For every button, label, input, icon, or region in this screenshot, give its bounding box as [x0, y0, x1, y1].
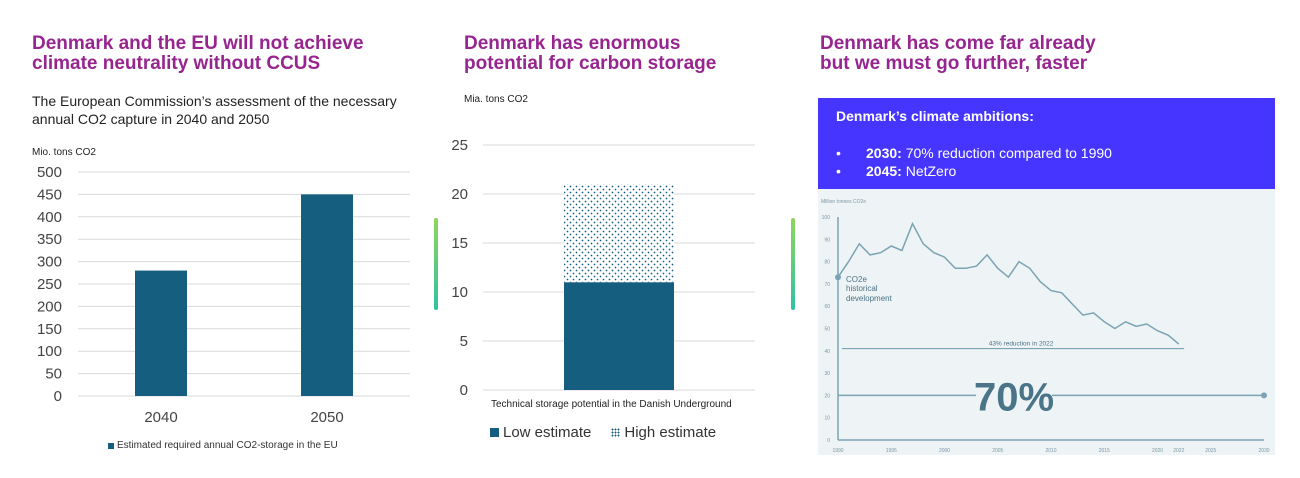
- reduction-2022-label: 43% reduction in 2022: [989, 341, 1054, 348]
- y-tick-label: 70: [824, 282, 830, 288]
- bar-2050: [301, 194, 353, 396]
- ambition-2045: 2045: NetZero: [836, 162, 1112, 180]
- y-tick-label: 15: [451, 235, 468, 252]
- y-tick-label: 100: [37, 343, 62, 360]
- y-tick-label: 0: [460, 382, 468, 399]
- emissions-line: [837, 221, 1180, 345]
- y-tick-label: 20: [824, 393, 830, 399]
- divider-1: [434, 218, 438, 310]
- left-title-line1: Denmark and the EU will not achieve: [32, 33, 364, 54]
- x-tick-label: 2025: [1205, 448, 1216, 454]
- y-tick-label: 10: [451, 284, 468, 301]
- emissions-line-chart: Million tonnes CO2e010203040506070809010…: [818, 189, 1275, 455]
- bar-low-estimate: [564, 282, 674, 390]
- left-legend: Estimated required annual CO2-storage in…: [108, 440, 338, 451]
- legend-low-swatch: [490, 428, 499, 437]
- left-subtitle: The European Commission’s assessment of …: [32, 92, 397, 128]
- left-unit-label: Mio. tons CO2: [32, 147, 96, 158]
- x-tick-label: 2000: [939, 448, 950, 454]
- middle-x-label: Technical storage potential in the Danis…: [491, 399, 732, 410]
- middle-legend: Low estimate High estimate: [490, 424, 716, 441]
- bar-2040: [135, 270, 187, 396]
- y-tick-label: 60: [824, 304, 830, 310]
- ambition-2045-year: 2045:: [866, 163, 902, 179]
- y-tick-label: 25: [451, 137, 468, 154]
- y-tick-label: 5: [460, 333, 468, 350]
- y-tick-label: 300: [37, 254, 62, 271]
- ambition-2030: 2030: 70% reduction compared to 1990: [836, 144, 1112, 162]
- ambition-2030-year: 2030:: [866, 145, 902, 161]
- left-title: Denmark and the EU will not achieve clim…: [32, 34, 364, 74]
- left-legend-swatch: [108, 442, 114, 449]
- x-tick-label: 2005: [992, 448, 1003, 454]
- y-tick-label: 350: [37, 231, 62, 248]
- line-chart-unit: Million tonnes CO2e: [821, 199, 866, 205]
- ambitions-banner: Denmark’s climate ambitions: 2030: 70% r…: [818, 98, 1275, 189]
- target-70-endpoint: [1261, 392, 1267, 399]
- ambitions-list: 2030: 70% reduction compared to 1990 204…: [836, 144, 1112, 180]
- banner-title: Denmark’s climate ambitions:: [836, 108, 1034, 124]
- y-tick-label: 400: [37, 209, 62, 226]
- x-tick-label: 2015: [1099, 448, 1110, 454]
- y-tick-label: 90: [824, 237, 830, 243]
- y-tick-label: 200: [37, 298, 62, 315]
- x-tick-label: 1995: [886, 448, 897, 454]
- y-tick-label: 20: [451, 186, 468, 203]
- y-tick-label: 50: [824, 327, 830, 333]
- right-title-line1: Denmark has come far already: [820, 33, 1096, 54]
- left-subtitle-line1: The European Commission’s assessment of …: [32, 93, 397, 109]
- left-title-line2: climate neutrality without CCUS: [32, 53, 321, 74]
- y-tick-label: 10: [824, 416, 830, 422]
- left-subtitle-line2: annual CO2 capture in 2040 and 2050: [32, 111, 270, 127]
- middle-title: Denmark has enormous potential for carbo…: [464, 34, 716, 74]
- target-70-label: 70%: [974, 375, 1054, 419]
- ambition-2030-text: 70% reduction compared to 1990: [901, 145, 1112, 161]
- y-tick-label: 500: [37, 164, 62, 181]
- x-tick-label: 2040: [144, 409, 177, 426]
- ambition-2045-text: NetZero: [901, 163, 957, 179]
- y-tick-label: 450: [37, 186, 62, 203]
- y-tick-label: 250: [37, 276, 62, 293]
- left-bar-chart: 0 50 100 150 200 250 300 350 400 450 500 2040 2050: [37, 164, 410, 426]
- right-title-line2: but we must go further, faster: [820, 53, 1088, 74]
- middle-title-line1: Denmark has enormous: [464, 33, 681, 54]
- series-label: development: [846, 294, 893, 303]
- y-tick-label: 0: [54, 388, 62, 405]
- middle-unit-label: Mia. tons CO2: [464, 94, 528, 105]
- y-tick-label: 40: [824, 349, 830, 355]
- left-legend-label: Estimated required annual CO2-storage in…: [117, 440, 338, 451]
- legend-high-label: High estimate: [624, 424, 717, 441]
- x-tick-label: 1990: [832, 448, 843, 454]
- right-title: Denmark has come far already but we must…: [820, 34, 1096, 74]
- series-label: historical: [846, 284, 878, 293]
- y-tick-label: 30: [824, 371, 830, 377]
- x-tick-label: 2030: [1258, 448, 1269, 454]
- x-tick-label: 2022: [1173, 448, 1184, 454]
- line-start-point: [835, 274, 841, 281]
- y-tick-label: 80: [824, 260, 830, 266]
- legend-high-swatch: [611, 428, 621, 437]
- legend-low-label: Low estimate: [503, 424, 592, 441]
- bar-high-estimate: [564, 184, 674, 283]
- y-tick-label: 0: [827, 438, 830, 444]
- y-tick-label: 50: [45, 366, 62, 383]
- x-tick-label: 2020: [1152, 448, 1163, 454]
- y-tick-label: 100: [822, 215, 831, 221]
- x-tick-label: 2010: [1045, 448, 1056, 454]
- y-tick-label: 150: [37, 321, 62, 338]
- series-label: CO2e: [846, 275, 867, 284]
- divider-2: [791, 218, 795, 310]
- middle-stacked-bar-chart: 0 5 10 15 20 25: [451, 137, 755, 399]
- line-chart-background: [818, 189, 1275, 455]
- x-tick-label: 2050: [310, 409, 343, 426]
- middle-title-line2: potential for carbon storage: [464, 53, 717, 74]
